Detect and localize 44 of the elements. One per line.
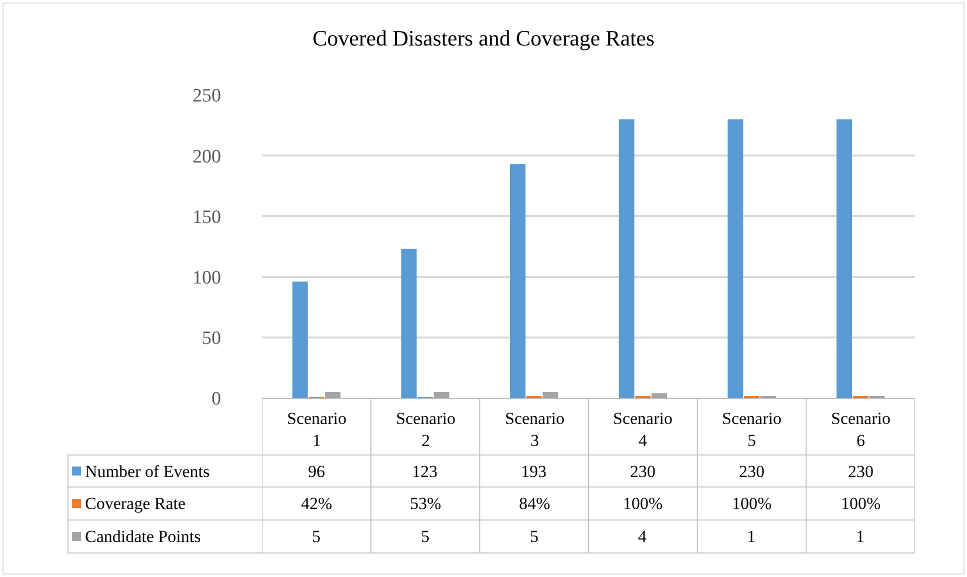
data-label: 230 xyxy=(739,462,764,481)
bar xyxy=(401,248,417,398)
x-tick-label: Scenario 4 xyxy=(613,409,672,450)
bar xyxy=(542,392,558,398)
bar xyxy=(324,392,340,398)
y-tick-label: 200 xyxy=(192,146,221,168)
x-tick-label: Scenario 3 xyxy=(505,409,564,450)
legend-label: Number of Events xyxy=(85,462,210,481)
bar xyxy=(510,164,526,398)
data-label: 100% xyxy=(841,494,881,513)
y-tick-label: 50 xyxy=(202,328,221,350)
y-tick-label: 250 xyxy=(192,86,221,107)
data-label: 5 xyxy=(421,527,430,546)
bar xyxy=(836,119,852,398)
data-label: 1 xyxy=(856,527,864,546)
bar xyxy=(292,282,308,398)
x-tick-label: Scenario 6 xyxy=(831,409,890,450)
data-label: 84% xyxy=(519,494,550,513)
data-label: 96 xyxy=(308,462,325,481)
chart-title: Covered Disasters and Coverage Rates xyxy=(312,25,655,50)
y-tick-label: 150 xyxy=(192,206,221,228)
data-label: 230 xyxy=(848,462,874,481)
data-label: 100% xyxy=(732,494,772,513)
legend-label: Coverage Rate xyxy=(85,494,186,513)
data-label: 5 xyxy=(312,527,320,546)
data-label: 53% xyxy=(410,494,442,513)
data-label: 100% xyxy=(623,494,663,513)
data-label: 5 xyxy=(530,527,538,546)
bar xyxy=(651,393,667,398)
y-tick-label: 0 xyxy=(212,388,221,410)
bar xyxy=(728,119,744,398)
data-label: 1 xyxy=(747,527,756,546)
x-tick-label: Scenario 2 xyxy=(396,409,456,450)
bar xyxy=(618,119,634,398)
data-label: 230 xyxy=(630,462,656,481)
bar xyxy=(434,392,450,398)
x-tick-label: Scenario 5 xyxy=(722,409,782,450)
data-label: 4 xyxy=(638,527,647,546)
data-label: 42% xyxy=(301,494,332,513)
y-tick-label: 100 xyxy=(192,267,221,288)
legend-label: Candidate Points xyxy=(85,527,201,546)
data-label: 123 xyxy=(412,462,438,481)
data-label: 193 xyxy=(521,462,546,481)
x-tick-label: Scenario 1 xyxy=(287,409,346,450)
